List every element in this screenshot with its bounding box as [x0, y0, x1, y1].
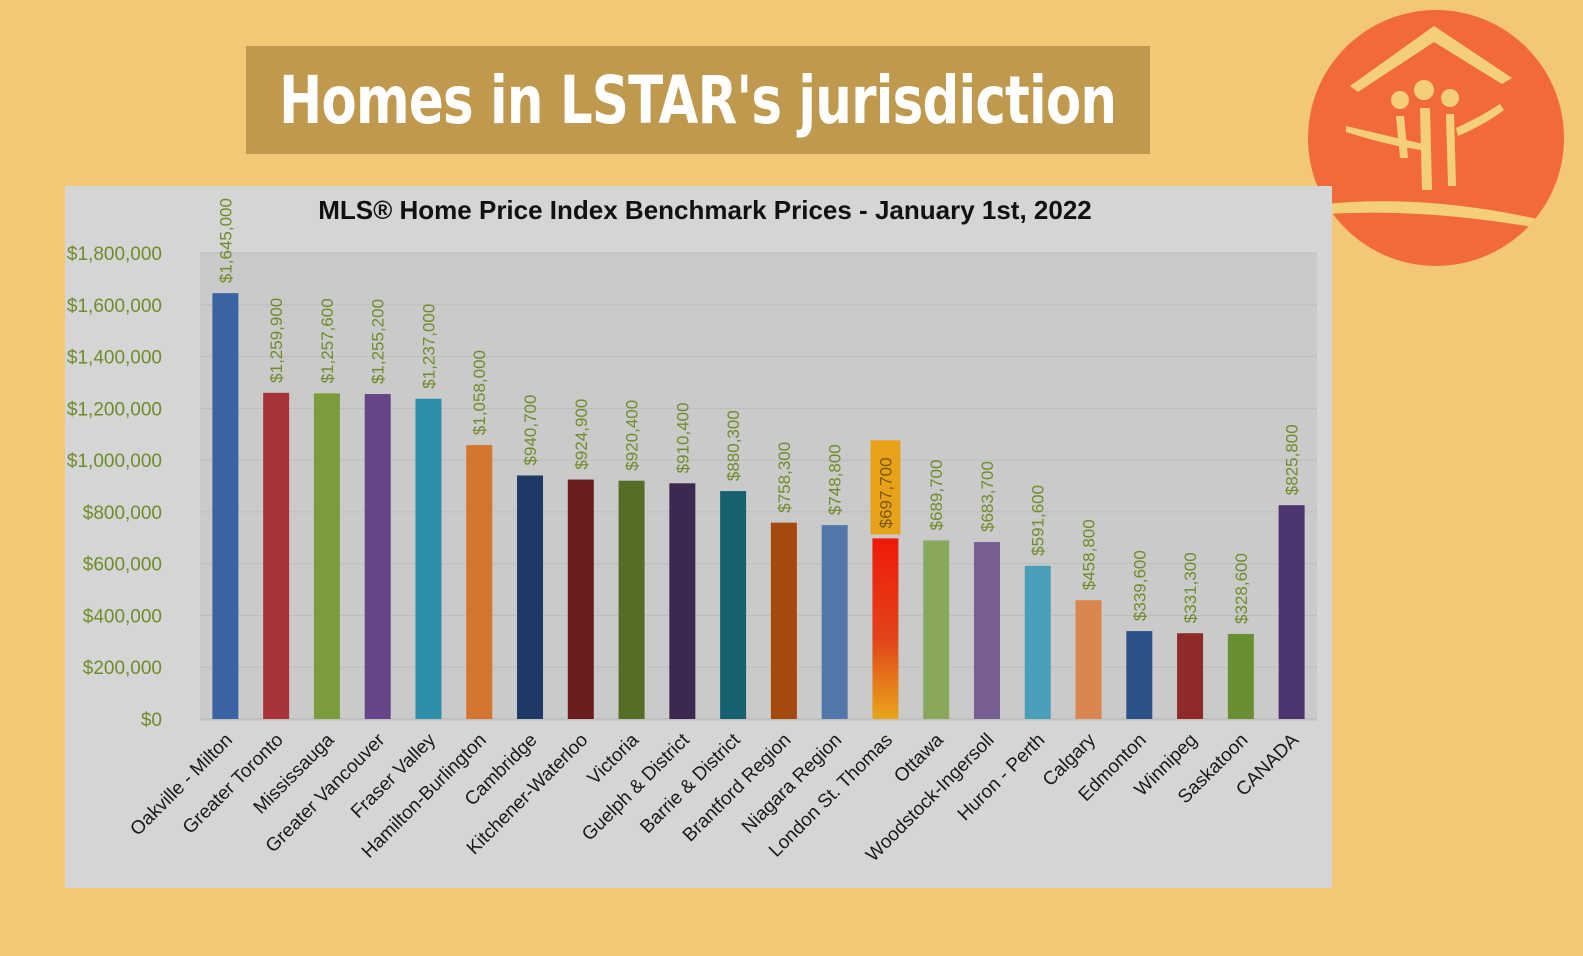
bar — [1278, 505, 1305, 719]
y-tick-label: $0 — [141, 710, 162, 731]
bar-value-label: $880,300 — [724, 410, 743, 481]
bar-value-label: $1,257,600 — [318, 298, 337, 383]
bar — [415, 398, 442, 719]
bar-value-label: $331,300 — [1181, 552, 1200, 623]
bar — [872, 538, 899, 719]
bar — [466, 445, 493, 719]
y-tick-label: $400,000 — [83, 606, 162, 627]
y-tick-label: $200,000 — [83, 658, 162, 679]
bar-value-label: $1,255,200 — [369, 299, 388, 384]
y-tick-label: $1,000,000 — [67, 451, 162, 472]
bar — [618, 480, 645, 719]
bar-value-label: $683,700 — [978, 461, 997, 532]
bar-value-label: $591,600 — [1029, 485, 1048, 556]
headline-text: Homes in LSTAR's jurisdiction — [279, 61, 1117, 139]
bar — [1075, 600, 1102, 719]
y-tick-label: $600,000 — [83, 555, 162, 576]
bar-value-label: $697,700 — [876, 457, 895, 528]
y-tick-label: $1,200,000 — [67, 399, 162, 420]
y-tick-label: $1,600,000 — [67, 296, 162, 317]
bar — [567, 479, 594, 719]
bar-value-label: $940,700 — [521, 395, 540, 466]
bar — [212, 293, 239, 719]
bar — [821, 525, 848, 719]
bar-value-label: $924,900 — [572, 399, 591, 470]
bar — [1227, 633, 1254, 719]
bar-value-label: $339,600 — [1130, 550, 1149, 621]
bar — [770, 522, 797, 719]
bar-value-label: $825,800 — [1283, 424, 1302, 495]
bar — [923, 540, 950, 719]
house-family-logo-icon — [1306, 8, 1566, 268]
y-tick-label: $1,800,000 — [67, 244, 162, 265]
bar-chart: MLS® Home Price Index Benchmark Prices -… — [67, 195, 1317, 866]
bar — [364, 394, 391, 719]
bar-value-label: $1,237,000 — [419, 304, 438, 389]
bar — [720, 491, 747, 719]
bar — [973, 541, 1000, 719]
headline-banner: Homes in LSTAR's jurisdiction — [246, 46, 1150, 154]
bar-value-label: $328,600 — [1232, 553, 1251, 624]
bar-value-label: $1,645,000 — [216, 198, 235, 283]
bar-value-label: $758,300 — [775, 442, 794, 513]
y-tick-label: $1,400,000 — [67, 348, 162, 369]
bar — [263, 392, 290, 719]
bar — [517, 475, 544, 719]
bar — [1024, 565, 1051, 719]
value-label-highlight — [870, 440, 901, 535]
bar-value-label: $689,700 — [927, 460, 946, 531]
bar-value-label: $920,400 — [623, 400, 642, 471]
bar-value-label: $910,400 — [673, 402, 692, 473]
bar-value-label: $748,800 — [826, 444, 845, 515]
chart-panel: MLS® Home Price Index Benchmark Prices -… — [65, 186, 1332, 888]
bar-value-label: $458,800 — [1080, 519, 1099, 590]
bar — [313, 393, 340, 719]
bar-value-label: $1,058,000 — [470, 350, 489, 435]
bar — [1126, 631, 1153, 719]
bar — [669, 483, 696, 719]
bar-value-label: $1,259,900 — [267, 298, 286, 383]
bar — [1177, 633, 1204, 719]
y-tick-label: $800,000 — [83, 503, 162, 524]
chart-title: MLS® Home Price Index Benchmark Prices -… — [318, 195, 1092, 225]
